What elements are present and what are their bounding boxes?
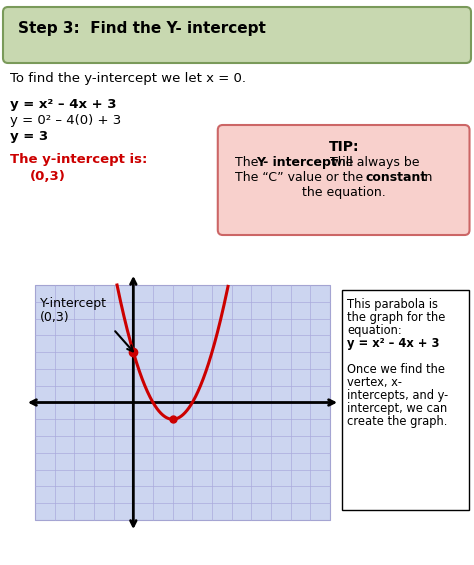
Text: (0,3): (0,3) (40, 311, 70, 324)
Text: Y-intercept: Y-intercept (40, 297, 107, 310)
Text: To find the y-intercept we let x = 0.: To find the y-intercept we let x = 0. (10, 72, 246, 85)
Text: the graph for the: the graph for the (347, 311, 446, 324)
Text: in: in (417, 171, 432, 184)
Bar (35, 285, 330, 520)
Text: will always be: will always be (328, 156, 419, 169)
Text: This parabola is: This parabola is (347, 298, 438, 311)
Text: create the graph.: create the graph. (347, 415, 447, 428)
Text: the equation.: the equation. (302, 186, 385, 199)
Text: y = x² – 4x + 3: y = x² – 4x + 3 (10, 98, 117, 111)
Text: Y- intercept: Y- intercept (256, 156, 337, 169)
Text: y = 0² – 4(0) + 3: y = 0² – 4(0) + 3 (10, 114, 121, 127)
FancyBboxPatch shape (3, 7, 471, 63)
Text: vertex, x-: vertex, x- (347, 376, 402, 389)
Text: intercepts, and y-: intercepts, and y- (347, 389, 448, 402)
Text: The “C” value or the: The “C” value or the (235, 171, 367, 184)
Text: y = x² – 4x + 3: y = x² – 4x + 3 (347, 337, 439, 350)
Text: The: The (330, 156, 357, 169)
Text: Once we find the: Once we find the (347, 363, 445, 376)
Text: (0,3): (0,3) (30, 170, 66, 183)
Text: equation:: equation: (347, 324, 402, 337)
Text: The y-intercept is:: The y-intercept is: (10, 153, 147, 166)
Text: constant: constant (366, 171, 427, 184)
Bar (342, 290, 469, 510)
Text: intercept, we can: intercept, we can (347, 402, 447, 415)
Text: TIP:: TIP: (328, 140, 359, 154)
Text: Step 3:  Find the Y- intercept: Step 3: Find the Y- intercept (18, 20, 266, 36)
FancyBboxPatch shape (218, 125, 470, 235)
Text: y = 3: y = 3 (10, 130, 48, 143)
Text: The: The (235, 156, 262, 169)
